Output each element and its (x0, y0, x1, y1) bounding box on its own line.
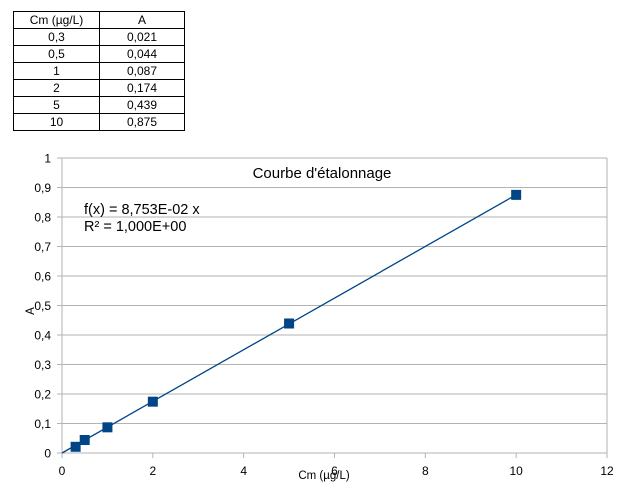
tick-labels: 00,10,20,30,40,50,60,70,80,910 2 4 6 8 10 12 (34, 152, 614, 479)
y-tick-label: 0,3 (34, 358, 51, 372)
data-point (102, 422, 113, 433)
chart-title: Courbe d'étalonnage (253, 165, 392, 182)
table-cell-absorbance: 0,875 (99, 113, 185, 131)
y-tick-label: 0,7 (34, 240, 51, 254)
y-tick-label: 0 (44, 447, 51, 461)
data-point (511, 189, 522, 200)
table-row: 10 0,875 (13, 113, 185, 131)
x-tick-label: 2 (149, 464, 156, 478)
axes (57, 157, 608, 458)
x-tick-label: 12 (600, 464, 614, 478)
table-cell-concentration: 10 (13, 113, 100, 131)
x-tick-label: 10 (509, 464, 523, 478)
y-tick-label: 0,8 (34, 211, 51, 225)
data-point (147, 396, 158, 407)
y-tick-label: 1 (44, 152, 51, 166)
calibration-table: Cm (µg/L) A 0,3 0,021 0,5 0,044 1 0,087 … (13, 11, 185, 131)
x-tick-label: 8 (422, 464, 429, 478)
y-tick-label: 0,5 (34, 299, 51, 313)
data-point (284, 318, 295, 329)
trendline-r-squared: R² = 1,000E+00 (84, 219, 186, 235)
data-point (79, 435, 90, 446)
data-point (70, 441, 81, 452)
y-tick-label: 0,2 (34, 388, 51, 402)
x-axis-label: Cm (µg/L) (298, 470, 350, 482)
x-tick-label: 4 (240, 464, 247, 478)
y-tick-label: 0,9 (34, 181, 51, 195)
x-tick-label: 6 (331, 464, 338, 478)
y-tick-label: 0,4 (34, 329, 51, 343)
table-row: 1 0,087 (13, 62, 185, 80)
data-points (70, 189, 522, 452)
y-tick-label: 0,1 (34, 417, 51, 431)
y-axis-label: A (25, 307, 37, 315)
x-tick-label: 0 (59, 464, 66, 478)
y-tick-label: 0,6 (34, 270, 51, 284)
trendline-equation: f(x) = 8,753E-02 x (84, 202, 200, 218)
